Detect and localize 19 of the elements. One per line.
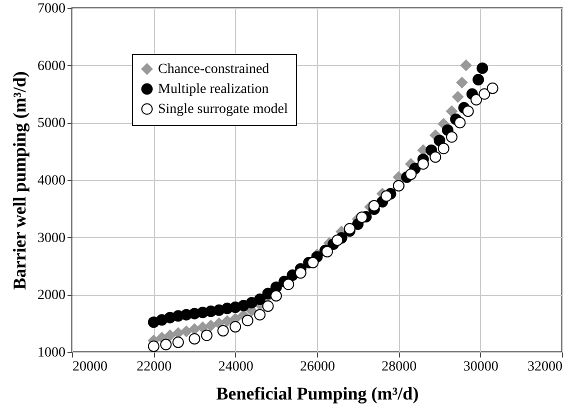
y-tick-label: 4000 <box>38 174 66 188</box>
legend-label: Multiple realization <box>158 82 269 97</box>
y-tick-label: 2000 <box>38 288 66 304</box>
y-tick-label: 5000 <box>38 116 66 132</box>
legend-label: Single surrogate model <box>158 102 288 117</box>
x-tick-label: 30000 <box>463 360 498 374</box>
y-tick-label: 3000 <box>38 230 66 246</box>
x-tick-label: 32000 <box>528 360 562 374</box>
x-tick-label: 20000 <box>72 360 108 374</box>
x-tick-label: 24000 <box>218 360 254 374</box>
y-axis-title: Barrier well pumping (m³/d) <box>10 71 30 290</box>
x-axis-title: Beneficial Pumping (m³/d) <box>216 384 419 404</box>
y-tick-label: 7000 <box>38 2 66 16</box>
x-tick-label: 28000 <box>382 360 417 374</box>
y-tick-label: 1000 <box>38 346 66 360</box>
y-tick-label: 6000 <box>38 58 66 74</box>
legend-label: Chance-constrained <box>158 62 270 77</box>
x-tick-label: 22000 <box>136 360 172 374</box>
x-tick-label: 26000 <box>300 360 335 374</box>
